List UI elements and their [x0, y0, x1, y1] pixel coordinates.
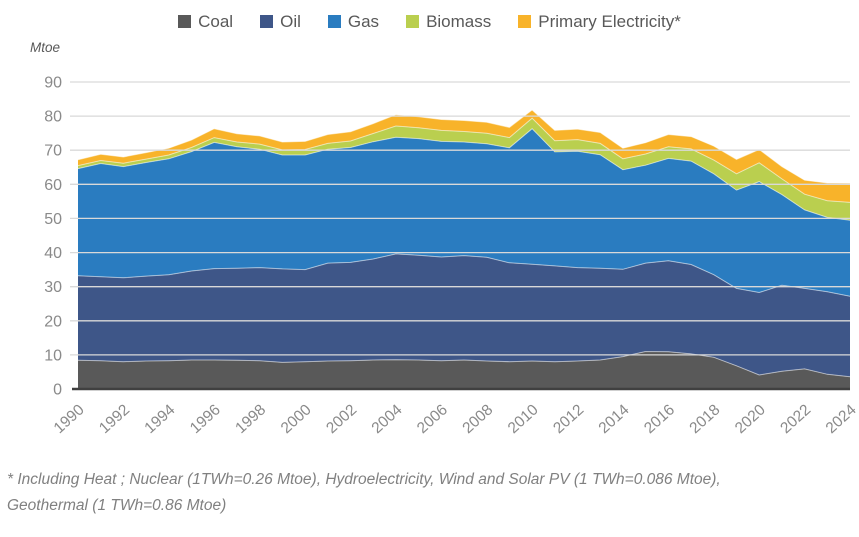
- boundary-gas: [77, 128, 851, 221]
- legend-item-primary-electricity[interactable]: Primary Electricity*: [518, 13, 681, 30]
- x-tick-1990: 1990: [51, 401, 88, 437]
- x-tick-2002: 2002: [323, 401, 360, 437]
- x-tick-2000: 2000: [278, 401, 315, 437]
- x-tick-2006: 2006: [414, 401, 451, 437]
- footnote-line-2: Geothermal (1 TWh=0.86 Mtoe): [7, 496, 227, 514]
- legend-item-coal[interactable]: Coal: [178, 13, 233, 30]
- legend-swatch-primary-electricity: [518, 15, 532, 28]
- boundary-biomass: [77, 117, 851, 203]
- y-tick-20: 20: [44, 313, 62, 330]
- x-tick-2020: 2020: [732, 401, 769, 437]
- legend-item-oil[interactable]: Oil: [260, 13, 301, 30]
- x-tick-2010: 2010: [505, 401, 542, 437]
- legend-item-gas[interactable]: Gas: [327, 12, 380, 31]
- x-tick-1996: 1996: [187, 401, 224, 437]
- x-tick-2004: 2004: [369, 401, 406, 437]
- x-tick-2024: 2024: [823, 401, 859, 437]
- boundary-oil: [77, 253, 851, 297]
- area-biomass: [78, 118, 850, 221]
- legend-label-primary-electricity: Primary Electricity*: [538, 12, 681, 31]
- y-tick-60: 60: [44, 177, 62, 194]
- y-tick-50: 50: [44, 211, 62, 228]
- y-tick-0: 0: [53, 382, 62, 399]
- footnote-line-1: * Including Heat ; Nuclear (1TWh=0.26 Mt…: [7, 471, 721, 488]
- legend-label-biomass: Biomass: [426, 12, 492, 31]
- legend-swatch-biomass: [406, 15, 420, 28]
- area-coal: [78, 351, 850, 389]
- chart-footnote: * Including Heat ; Nuclear (1TWh=0.26 Mt…: [7, 467, 847, 518]
- legend-label-coal: Coal: [198, 12, 234, 31]
- legend-item-biomass[interactable]: Biomass: [406, 13, 491, 30]
- y-tick-90: 90: [44, 75, 62, 92]
- x-tick-1994: 1994: [141, 401, 178, 437]
- x-tick-1992: 1992: [96, 401, 133, 437]
- chart-legend: Coal Oil Gas Biomass Primary Electricity*: [0, 13, 859, 30]
- legend-swatch-gas: [327, 15, 341, 28]
- y-tick-30: 30: [44, 279, 62, 296]
- area-oil: [78, 253, 850, 377]
- y-tick-10: 10: [44, 347, 62, 364]
- legend-swatch-oil: [260, 15, 274, 28]
- x-tick-2022: 2022: [777, 401, 814, 437]
- x-tick-1998: 1998: [232, 401, 269, 437]
- x-tick-2012: 2012: [550, 401, 587, 437]
- legend-swatch-coal: [178, 15, 192, 28]
- legend-label-oil: Oil: [280, 12, 301, 31]
- x-tick-2008: 2008: [459, 401, 496, 437]
- area-gas: [78, 128, 850, 297]
- legend-label-gas: Gas: [347, 12, 380, 31]
- area-primary-electricity: [78, 110, 850, 203]
- x-tick-2014: 2014: [596, 401, 633, 437]
- x-tick-2016: 2016: [641, 401, 678, 437]
- x-tick-2018: 2018: [686, 401, 723, 437]
- y-axis-unit-label: Mtoe: [30, 40, 61, 55]
- y-tick-80: 80: [44, 109, 62, 126]
- y-tick-40: 40: [44, 245, 62, 262]
- boundary-coal: [77, 350, 851, 378]
- y-tick-70: 70: [44, 143, 62, 160]
